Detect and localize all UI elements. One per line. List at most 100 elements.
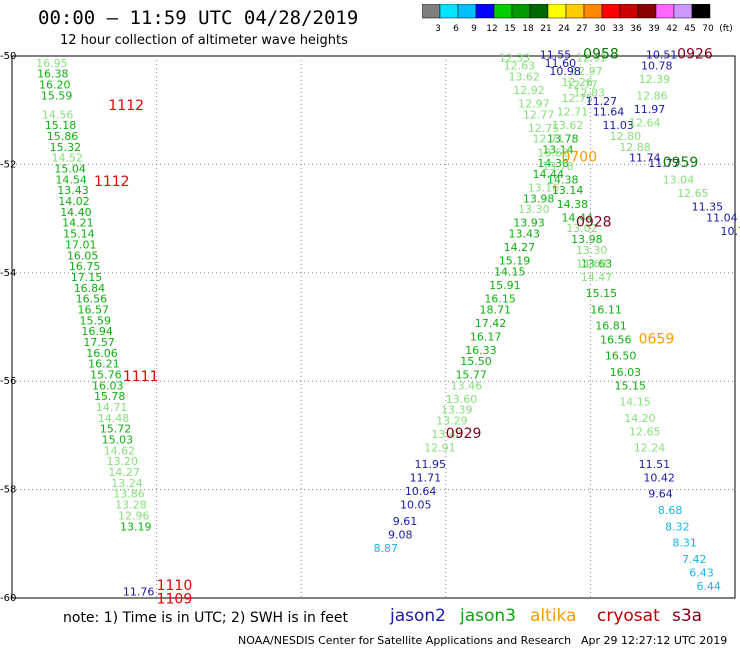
pass-time-label: 0929 [446,426,482,442]
scale-label: 21 [540,24,551,34]
swh-value: 15.50 [460,355,492,368]
swh-value: 13.86 [113,488,145,501]
color-scale: 3 6 9 12 15 18 21 24 27 30 33 36 39 42 45 70 (ft) [422,4,733,34]
swh-value: 15.86 [47,130,78,143]
swh-value: 14.38 [537,157,569,170]
x-tick-label: -3 [585,604,595,605]
legend-altika: altika [530,606,577,626]
swh-value: 15.14 [63,228,94,241]
legend-jason3: jason3 [460,606,516,626]
swh-value: 13.46 [451,379,483,392]
swh-value: 14.02 [58,195,90,208]
swh-value: 13.24 [111,477,142,490]
swh-value: 12.39 [639,73,671,86]
pass-time-label: 1110 [157,578,193,594]
swh-value: 14.27 [108,466,139,479]
swh-value: 14.38 [557,198,589,211]
swh-value: 8.32 [665,520,690,533]
swh-value: 16.94 [81,325,113,338]
swh-value: 15.59 [41,89,73,102]
swh-value: 8.31 [672,537,697,550]
swh-value: 15.15 [615,379,647,392]
swh-value: 13.62 [508,70,539,83]
swh-value: 12.83 [574,87,606,100]
swh-value: 14.54 [55,173,87,186]
swh-value: 14.62 [104,444,136,457]
swh-value: 13.98 [523,192,555,205]
swh-value: 11.51 [639,458,671,471]
swh-value: 16.11 [590,303,622,316]
scale-label: 24 [558,24,570,34]
swh-value: 16.03 [610,366,642,379]
y-tick-label: -54 [0,268,16,279]
swh-value: 16.81 [595,320,627,333]
y-tick-label: -56 [0,376,16,387]
scale-label: 39 [648,24,660,34]
swh-value: 12.75 [528,122,560,135]
pass-time-label: 0926 [677,47,713,63]
swh-value: 11.77 [648,157,680,170]
swh-value: 16.21 [88,358,120,371]
swh-value: 13.98 [571,233,603,246]
scale-label: 70 [702,24,714,34]
swh-value: 17.15 [71,271,103,284]
swh-value: 14.38 [547,173,579,186]
swh-value: 13.78 [547,133,579,146]
chart-subtitle: 12 hour collection of altimeter wave hei… [60,33,348,48]
scale-label: 45 [684,24,695,34]
swh-value: 15.32 [50,141,82,154]
footnote: note: 1) Time is in UTC; 2) SWH is in fe… [63,610,349,626]
swh-value: 13.04 [663,173,695,186]
x-tick-label: 0 [732,604,738,605]
swh-value: 14.40 [60,206,91,219]
swh-value: 15.19 [499,255,531,268]
swh-value: 15.04 [54,163,86,176]
swh-value: 16.17 [470,331,502,344]
swh-value: 14.15 [619,396,651,409]
swh-value: 16.95 [36,57,68,70]
swh-value: 12.92 [576,51,608,64]
scale-label: 33 [612,24,623,34]
swh-value: 12.63 [504,60,536,73]
swh-value: 17.42 [475,317,507,330]
scale-label: 18 [522,24,534,34]
swh-value: 10.98 [549,65,581,78]
swh-value: 10.76 [721,225,740,238]
legend-jason2: jason2 [390,606,446,626]
swh-value: 15.76 [90,368,122,381]
swh-value: 14.56 [42,108,74,121]
swh-value: 15.91 [489,279,521,292]
pass-time-label: 0958 [583,47,619,63]
swh-value: 12.65 [629,425,661,438]
pass-time-label: 1109 [157,591,193,605]
swh-value: 12.26 [561,76,593,89]
scale-label: 6 [453,24,459,34]
swh-value: 14.48 [98,412,129,425]
chart-title: 00:00 – 11:59 UTC 04/28/2019 [38,7,359,29]
swh-value: 14.44 [533,168,565,181]
x-tick-label: -6 [441,604,451,605]
swh-value: 13.16 [528,182,560,195]
swh-value: 16.38 [37,68,68,81]
swh-value: 6.44 [696,580,721,593]
swh-value: 11.76 [123,585,155,598]
swh-value: 8.87 [374,542,399,555]
swh-value: 16.75 [69,260,101,273]
legend-cryosat: cryosat [597,606,660,626]
swh-value: 9.61 [393,515,418,528]
scale-label: 3 [435,24,441,34]
swh-value: 17.57 [83,336,115,349]
swh-value: 16.50 [605,350,637,363]
swh-value: 12.96 [118,509,150,522]
swh-value: 16.56 [600,333,632,346]
swh-value: 15.77 [455,368,487,381]
swh-value: 13.48 [431,428,463,441]
swh-value: 11.03 [602,119,634,132]
swh-value: 12.77 [566,79,598,92]
pass-time-label: 1112 [108,98,144,114]
swh-value: 15.18 [45,119,77,132]
scale-label: 27 [576,24,587,34]
swh-value: 12.92 [513,84,545,97]
legend-s3a: s3a [672,606,703,626]
credit-line: NOAA/NESDIS Center for Satellite Applica… [238,634,572,647]
